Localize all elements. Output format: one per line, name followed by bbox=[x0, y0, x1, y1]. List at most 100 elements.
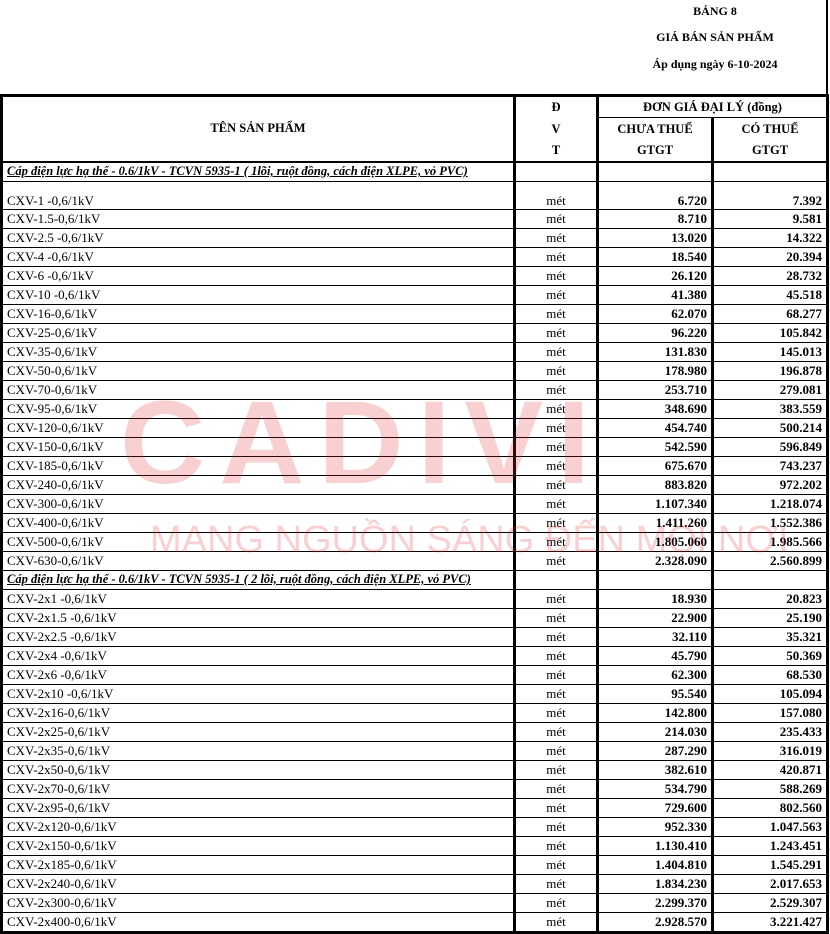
table-row: CXV-2x16-0,6/1kV mét 142.800 157.080 bbox=[1, 702, 828, 723]
price-with-tax: 2.017.653 bbox=[711, 873, 828, 894]
page-border bbox=[826, 0, 828, 95]
price-pre-tax: 348.690 bbox=[596, 398, 713, 419]
table-row: CXV-630-0,6/1kV mét 2.328.090 2.560.899 bbox=[1, 550, 828, 571]
price-with-tax: 383.559 bbox=[711, 398, 828, 419]
price-pre-tax: 18.930 bbox=[596, 588, 713, 609]
table-row: CXV-10 -0,6/1kV mét 41.380 45.518 bbox=[1, 284, 828, 305]
product-name: CXV-300-0,6/1kV bbox=[1, 493, 515, 514]
price-pre-tax: 178.980 bbox=[596, 360, 713, 381]
table-row: CXV-2.5 -0,6/1kV mét 13.020 14.322 bbox=[1, 227, 828, 248]
price-pre-tax: 62.300 bbox=[596, 664, 713, 685]
price-pre-tax: 22.900 bbox=[596, 607, 713, 628]
table-row: CXV-400-0,6/1kV mét 1.411.260 1.552.386 bbox=[1, 512, 828, 533]
product-name: CXV-1 -0,6/1kV bbox=[1, 180, 515, 210]
unit: mét bbox=[513, 854, 598, 875]
price-pre-tax: 542.590 bbox=[596, 436, 713, 457]
price-with-tax: 35.321 bbox=[711, 626, 828, 647]
product-name: CXV-2x2.5 -0,6/1kV bbox=[1, 626, 515, 647]
price-pre-tax: 2.328.090 bbox=[596, 550, 713, 571]
unit: mét bbox=[513, 683, 598, 704]
table-row: CXV-2x400-0,6/1kV mét 2.928.570 3.221.42… bbox=[1, 911, 828, 933]
price-pre-tax: 287.290 bbox=[596, 740, 713, 761]
table-row: CXV-300-0,6/1kV mét 1.107.340 1.218.074 bbox=[1, 493, 828, 514]
product-name: CXV-2x6 -0,6/1kV bbox=[1, 664, 515, 685]
unit: mét bbox=[513, 911, 598, 933]
price-pre-tax: 6.720 bbox=[596, 180, 713, 210]
product-name: CXV-2x185-0,6/1kV bbox=[1, 854, 515, 875]
price-pre-tax: 142.800 bbox=[596, 702, 713, 723]
unit: mét bbox=[513, 360, 598, 381]
unit: mét bbox=[513, 816, 598, 837]
price-with-tax: 9.581 bbox=[711, 208, 828, 229]
table-row: CXV-2x1.5 -0,6/1kV mét 22.900 25.190 bbox=[1, 607, 828, 628]
price-with-tax: 1.545.291 bbox=[711, 854, 828, 875]
product-name: CXV-2x4 -0,6/1kV bbox=[1, 645, 515, 666]
table-row: CXV-35-0,6/1kV mét 131.830 145.013 bbox=[1, 341, 828, 362]
price-pre-tax: 62.070 bbox=[596, 303, 713, 324]
table-row: CXV-2x95-0,6/1kV mét 729.600 802.560 bbox=[1, 797, 828, 818]
product-name: CXV-10 -0,6/1kV bbox=[1, 284, 515, 305]
price-with-tax: 1.552.386 bbox=[711, 512, 828, 533]
unit: mét bbox=[513, 607, 598, 628]
table-row: CXV-95-0,6/1kV mét 348.690 383.559 bbox=[1, 398, 828, 419]
price-pre-tax: 95.540 bbox=[596, 683, 713, 704]
unit: mét bbox=[513, 398, 598, 419]
product-name: CXV-2x16-0,6/1kV bbox=[1, 702, 515, 723]
product-name: CXV-150-0,6/1kV bbox=[1, 436, 515, 457]
product-name: CXV-25-0,6/1kV bbox=[1, 322, 515, 343]
section-title: Cáp điện lực hạ thế - 0.6/1kV - TCVN 593… bbox=[1, 569, 515, 590]
product-name: CXV-35-0,6/1kV bbox=[1, 341, 515, 362]
price-pre-tax: 2.299.370 bbox=[596, 892, 713, 913]
price-with-tax: 235.433 bbox=[711, 721, 828, 742]
price-pre-tax: 8.710 bbox=[596, 208, 713, 229]
column-header-dvt-2: V bbox=[513, 117, 598, 141]
unit: mét bbox=[513, 341, 598, 362]
price-with-tax: 25.190 bbox=[711, 607, 828, 628]
table-row: CXV-70-0,6/1kV mét 253.710 279.081 bbox=[1, 379, 828, 400]
price-with-tax: 28.732 bbox=[711, 265, 828, 286]
price-pre-tax: 729.600 bbox=[596, 797, 713, 818]
unit: mét bbox=[513, 892, 598, 913]
unit: mét bbox=[513, 227, 598, 248]
table-row: CXV-2x35-0,6/1kV mét 287.290 316.019 bbox=[1, 740, 828, 761]
empty-cell bbox=[711, 161, 828, 182]
unit: mét bbox=[513, 873, 598, 894]
price-pre-tax: 214.030 bbox=[596, 721, 713, 742]
product-name: CXV-4 -0,6/1kV bbox=[1, 246, 515, 267]
column-header-dvt-1: Đ bbox=[513, 95, 598, 118]
unit: mét bbox=[513, 379, 598, 400]
product-name: CXV-2x25-0,6/1kV bbox=[1, 721, 515, 742]
price-pre-tax: 18.540 bbox=[596, 246, 713, 267]
product-name: CXV-2x240-0,6/1kV bbox=[1, 873, 515, 894]
price-pre-tax: 1.107.340 bbox=[596, 493, 713, 514]
price-pre-tax: 1.404.810 bbox=[596, 854, 713, 875]
column-header-price-group: ĐƠN GIÁ ĐẠI LÝ (đồng) bbox=[596, 95, 828, 118]
price-with-tax: 68.530 bbox=[711, 664, 828, 685]
table-row: CXV-2x185-0,6/1kV mét 1.404.810 1.545.29… bbox=[1, 854, 828, 875]
unit: mét bbox=[513, 417, 598, 438]
column-header-name: TÊN SẢN PHẨM bbox=[1, 95, 515, 163]
section-header-row: Cáp điện lực hạ thế - 0.6/1kV - TCVN 593… bbox=[1, 161, 828, 182]
table-row: CXV-2x6 -0,6/1kV mét 62.300 68.530 bbox=[1, 664, 828, 685]
price-with-tax: 588.269 bbox=[711, 778, 828, 799]
product-name: CXV-16-0,6/1kV bbox=[1, 303, 515, 324]
unit: mét bbox=[513, 455, 598, 476]
unit: mét bbox=[513, 284, 598, 305]
empty-cell bbox=[596, 569, 713, 590]
price-table: TÊN SẢN PHẨM Đ ĐƠN GIÁ ĐẠI LÝ (đồng) V C… bbox=[0, 94, 829, 934]
product-name: CXV-120-0,6/1kV bbox=[1, 417, 515, 438]
empty-cell bbox=[513, 161, 598, 182]
price-with-tax: 20.823 bbox=[711, 588, 828, 609]
price-with-tax: 2.560.899 bbox=[711, 550, 828, 571]
unit: mét bbox=[513, 180, 598, 210]
price-pre-tax: 41.380 bbox=[596, 284, 713, 305]
price-pre-tax: 1.411.260 bbox=[596, 512, 713, 533]
product-name: CXV-400-0,6/1kV bbox=[1, 512, 515, 533]
price-with-tax: 802.560 bbox=[711, 797, 828, 818]
product-name: CXV-2x120-0,6/1kV bbox=[1, 816, 515, 837]
price-pre-tax: 952.330 bbox=[596, 816, 713, 837]
price-with-tax: 20.394 bbox=[711, 246, 828, 267]
price-with-tax: 196.878 bbox=[711, 360, 828, 381]
price-with-tax: 316.019 bbox=[711, 740, 828, 761]
unit: mét bbox=[513, 493, 598, 514]
